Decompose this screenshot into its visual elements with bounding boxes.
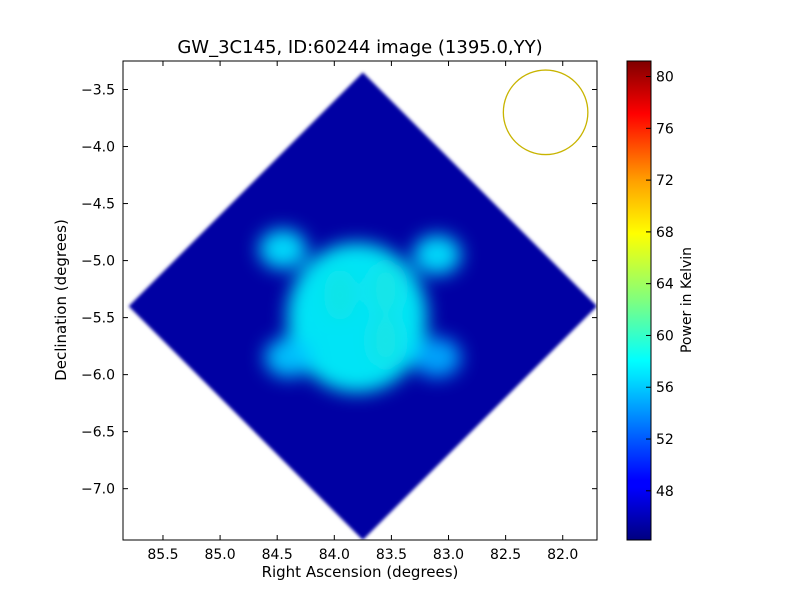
- feature-arm-6: [264, 337, 313, 378]
- chart-title: GW_3C145, ID:60244 image (1395.0,YY): [177, 37, 542, 58]
- y-tick-label: −6.0: [81, 368, 115, 384]
- colorbar-ticks: 48 52 56 60 64 68 72 76 80: [646, 70, 674, 500]
- x-tick-label: 83.5: [376, 547, 407, 563]
- feature-arm-7: [413, 337, 462, 378]
- colorbar-label: Power in Kelvin: [679, 247, 695, 353]
- colorbar-tick-label: 64: [656, 277, 674, 293]
- colorbar-tick-label: 68: [656, 225, 674, 241]
- y-axis-label: Declination (degrees): [52, 219, 70, 381]
- feature-halo-3: [287, 242, 428, 393]
- colorbar-tick-label: 48: [656, 484, 674, 500]
- colorbar-tick-label: 52: [656, 432, 674, 448]
- feature-arm-5: [413, 234, 462, 275]
- plot-frame: [122, 60, 598, 541]
- colorbar-tick-label: 60: [656, 328, 674, 344]
- y-tick-label: −7.0: [81, 482, 115, 498]
- x-tick-label: 82.0: [547, 547, 578, 563]
- x-tick-label: 83.0: [433, 547, 464, 563]
- y-tick-label: −5.0: [81, 254, 115, 270]
- x-axis-label: Right Ascension (degrees): [262, 563, 459, 581]
- x-tick-label: 84.5: [262, 547, 293, 563]
- x-tick-label: 82.5: [490, 547, 521, 563]
- emission-features: [258, 229, 462, 393]
- y-axis: −3.5 −4.0 −4.5 −5.0 −5.5 −6.0 −6.5 −7.0: [81, 83, 597, 498]
- x-tick-label: 84.0: [319, 547, 350, 563]
- colorbar: [626, 60, 652, 541]
- y-tick-label: −6.5: [81, 425, 115, 441]
- x-axis: 85.5 85.0 84.5 84.0 83.5 83.0 82.5 82.0: [147, 61, 578, 563]
- x-tick-label: 85.5: [147, 547, 178, 563]
- y-tick-label: −5.5: [81, 311, 115, 327]
- colorbar-tick-label: 76: [656, 121, 674, 137]
- heatmap-layer: [128, 69, 597, 540]
- y-tick-label: −3.5: [81, 83, 115, 99]
- feature-arm-4: [258, 229, 307, 270]
- y-tick-label: −4.5: [81, 197, 115, 213]
- x-tick-label: 85.0: [204, 547, 235, 563]
- colorbar-tick-label: 72: [656, 173, 674, 189]
- y-tick-label: −4.0: [81, 140, 115, 156]
- beam-circle: [502, 69, 589, 156]
- colorbar-tick-label: 80: [656, 70, 674, 86]
- colorbar-tick-label: 56: [656, 380, 674, 396]
